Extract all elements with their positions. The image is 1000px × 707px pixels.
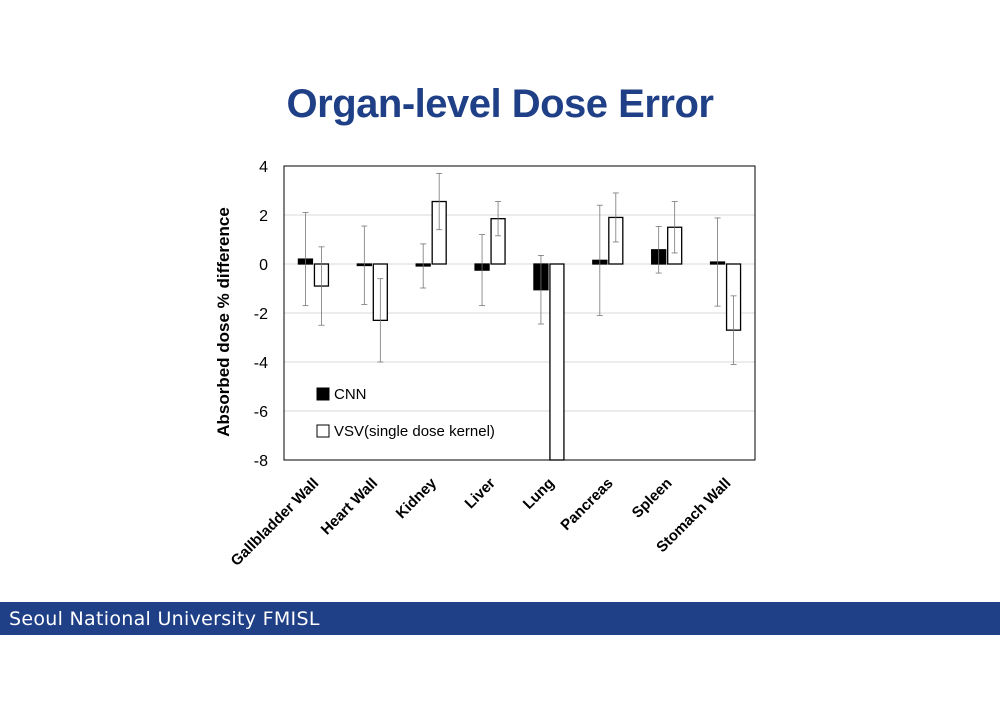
slide-title: Organ-level Dose Error [286,82,714,126]
y-tick-label: -6 [254,404,268,421]
x-tick-label: Lung [520,475,558,513]
y-tick-label: -8 [254,453,268,470]
y-tick-labels: 4 2 0 -2 -4 -6 -8 [254,159,268,470]
x-tick-label: Heart Wall [318,475,381,538]
x-tick-label: Gallbladder Wall [228,475,323,570]
bar [549,263,565,461]
legend-swatch-vsv [316,424,330,438]
error-bars [302,172,737,365]
y-tick-label: -2 [254,306,268,323]
legend-swatch-cnn [316,387,330,401]
x-tick-label: Spleen [629,475,676,522]
x-tick-label: Liver [462,475,499,512]
y-axis-label: Absorbed dose % difference [214,207,233,437]
y-tick-label: 4 [259,159,268,176]
bars [297,200,742,461]
gridlines [284,214,755,412]
y-tick-label: -4 [254,355,268,372]
legend: CNN VSV(single dose kernel) [316,386,495,440]
plot-area [283,165,756,461]
footer-text: Seoul National University FMISL [9,608,320,630]
legend-label-vsv: VSV(single dose kernel) [334,423,495,440]
x-tick-label: Pancreas [557,475,616,534]
y-tick-label: 0 [259,257,268,274]
x-tick-label: Kidney [393,474,441,522]
y-tick-label: 2 [259,208,268,225]
legend-label-cnn: CNN [334,386,367,403]
footer-bar: Seoul National University FMISL [0,602,1000,635]
